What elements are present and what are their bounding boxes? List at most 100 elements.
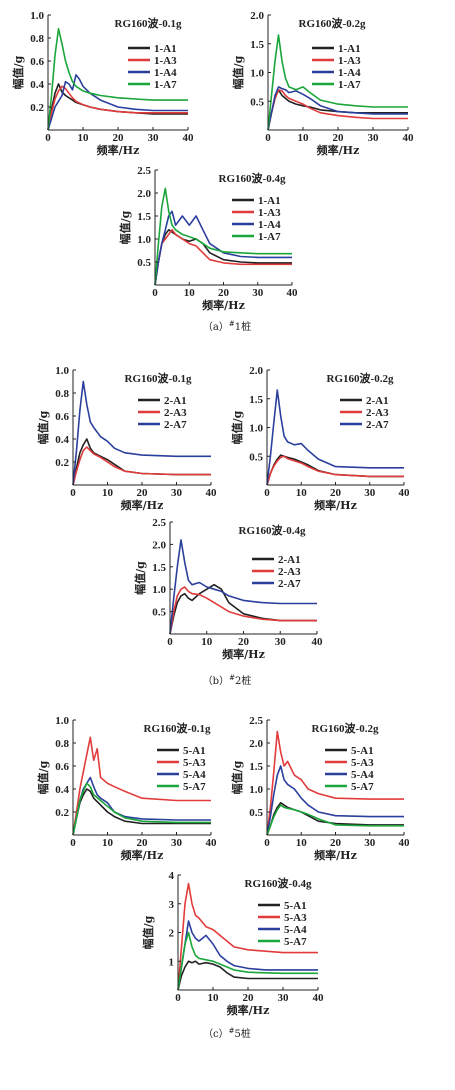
- legend-label: 2-A3: [366, 407, 389, 419]
- chart-title: RG160波-0.2g: [312, 721, 379, 735]
- x-tick-label: 30: [252, 287, 264, 299]
- legend-label: 5-A4: [183, 769, 206, 781]
- y-tick-label: 1.0: [249, 784, 263, 796]
- chart-title: RG160波-0.2g: [327, 371, 394, 385]
- y-tick-label: 0.4: [55, 434, 69, 446]
- legend-label: 2-A1: [366, 395, 389, 407]
- legend-label: 5-A4: [351, 769, 374, 781]
- x-axis-label: 频率/Hz: [227, 1003, 270, 1017]
- x-tick-label: 30: [364, 837, 376, 849]
- y-tick-label: 2.0: [249, 365, 263, 377]
- series-line-5-A7: [72, 782, 211, 836]
- x-tick-label: 40: [399, 837, 411, 849]
- x-tick-label: 20: [218, 287, 230, 299]
- y-tick-label: 1.0: [55, 715, 69, 727]
- x-tick-label: 30: [368, 132, 380, 144]
- legend-label: 5-A1: [183, 745, 206, 757]
- legend-label: 2-A1: [164, 395, 187, 407]
- y-tick-label: 1.0: [55, 365, 69, 377]
- x-tick-label: 40: [312, 636, 324, 648]
- legend-label: 5-A7: [183, 781, 206, 793]
- series-line-2-A7: [169, 539, 317, 635]
- legend-label: 1-A4: [258, 219, 281, 231]
- x-tick-label: 10: [102, 837, 114, 849]
- series-line-5-A7: [266, 804, 404, 836]
- legend: 1-A11-A31-A41-A7: [312, 43, 361, 91]
- series-line-2-A1: [266, 454, 404, 486]
- y-tick-label: 0.4: [55, 784, 69, 796]
- x-tick-label: 30: [171, 487, 183, 499]
- x-tick-label: 10: [184, 287, 196, 299]
- x-tick-label: 30: [148, 132, 160, 144]
- y-tick-label: 0.8: [55, 738, 69, 750]
- x-tick-label: 20: [243, 992, 255, 1004]
- series-line-1-A7: [154, 187, 292, 286]
- y-tick-label: 1.0: [250, 68, 264, 80]
- chart-3: 0 10 20 30 40 0.5 1.0 1.5 2.0 2.5 频率/Hz 幅值/g RG160波-…: [118, 165, 298, 312]
- y-axis-label: 幅值/g: [231, 55, 245, 89]
- y-tick-label: 1.5: [137, 211, 151, 223]
- y-tick-label: 1.5: [249, 761, 263, 773]
- x-axis-label: 频率/Hz: [222, 647, 265, 661]
- y-tick-label: 1: [169, 956, 175, 968]
- legend-label: 5-A1: [351, 745, 374, 757]
- chart-title: RG160波-0.1g: [115, 16, 182, 30]
- y-axis-label: 幅值/g: [230, 760, 244, 794]
- x-tick-label: 40: [403, 132, 415, 144]
- chart-4: 0 10 20 30 40 0.2 0.4 0.6 0.8 1.0 频率/Hz 幅值/g RG160波-…: [36, 365, 217, 512]
- x-tick-label: 40: [287, 287, 299, 299]
- y-tick-label: 2.0: [249, 738, 263, 750]
- x-axis-label: 频率/Hz: [202, 298, 245, 312]
- x-tick-label: 30: [275, 636, 287, 648]
- legend-label: 1-A1: [154, 43, 177, 55]
- x-tick-label: 10: [208, 992, 220, 1004]
- x-tick-label: 0: [45, 132, 51, 144]
- y-tick-label: 0.2: [55, 457, 69, 469]
- series-line-1-A7: [47, 28, 188, 131]
- x-tick-label: 40: [206, 837, 218, 849]
- y-tick-label: 0.2: [30, 102, 44, 114]
- y-tick-label: 0.5: [137, 257, 151, 269]
- y-axis-label: 幅值/g: [141, 915, 155, 949]
- series-line-1-A1: [267, 89, 408, 131]
- legend: 5-A15-A35-A45-A7: [258, 900, 307, 948]
- series-line-5-A1: [177, 960, 318, 991]
- series-line-1-A4: [154, 210, 292, 286]
- legend: 2-A12-A32-A7: [340, 395, 389, 431]
- series-line-1-A4: [267, 86, 408, 131]
- chart-title: RG160波-0.4g: [245, 876, 312, 890]
- series-line-2-A7: [266, 389, 404, 486]
- series-line-2-A7: [72, 380, 211, 486]
- chart-title: RG160波-0.4g: [239, 523, 306, 537]
- series-line-5-A3: [72, 736, 211, 836]
- legend-label: 5-A3: [284, 912, 307, 924]
- y-tick-label: 0.5: [249, 451, 263, 463]
- legend: 2-A12-A32-A7: [138, 395, 187, 431]
- legend-label: 1-A1: [258, 195, 281, 207]
- x-tick-label: 20: [238, 636, 250, 648]
- legend-label: 2-A3: [278, 566, 301, 578]
- y-tick-label: 0.8: [55, 388, 69, 400]
- series-line-5-A3: [266, 730, 404, 836]
- x-axis-label: 频率/Hz: [314, 498, 357, 512]
- y-tick-label: 1.0: [249, 423, 263, 435]
- y-tick-label: 0.5: [250, 96, 264, 108]
- y-tick-label: 0.5: [249, 807, 263, 819]
- y-axis-label: 幅值/g: [118, 210, 132, 244]
- x-tick-label: 10: [102, 487, 114, 499]
- chart-2: 0 10 20 30 40 0.5 1.0 1.5 2.0 频率/Hz 幅值/g RG160波-0.2…: [231, 10, 414, 157]
- chart-7: 0 10 20 30 40 0.2 0.4 0.6 0.8 1.0 频率/Hz 幅值/g RG160波-…: [36, 715, 217, 862]
- legend-label: 5-A7: [351, 781, 374, 793]
- chart-title: RG160波-0.2g: [299, 16, 366, 30]
- legend-label: 5-A7: [284, 936, 307, 948]
- x-axis-label: 频率/Hz: [121, 848, 164, 862]
- x-tick-label: 20: [333, 132, 345, 144]
- chart-title: RG160波-0.1g: [144, 721, 211, 735]
- subfigure-caption: （c）#5桩: [203, 1027, 251, 1040]
- series-line-5-A7: [177, 931, 318, 991]
- series-line-5-A3: [177, 882, 318, 991]
- series-line-1-A3: [154, 229, 292, 286]
- y-axis-label: 幅值/g: [36, 760, 50, 794]
- legend: 1-A11-A31-A41-A7: [232, 195, 281, 243]
- y-tick-label: 2.5: [137, 165, 151, 177]
